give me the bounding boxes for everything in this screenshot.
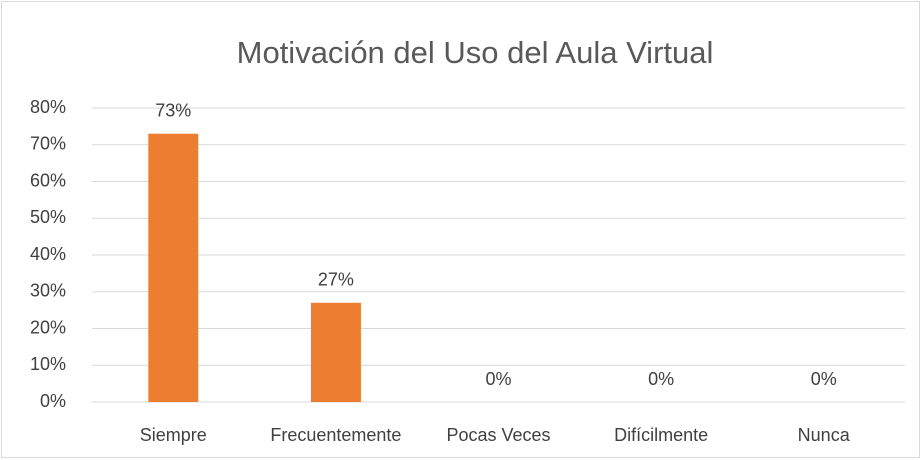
x-tick-label: Nunca bbox=[798, 425, 851, 445]
value-label: 27% bbox=[318, 270, 354, 290]
y-tick-label: 20% bbox=[30, 317, 66, 337]
bar bbox=[310, 302, 361, 402]
value-label: 0% bbox=[485, 369, 511, 389]
value-label: 73% bbox=[155, 100, 191, 120]
y-tick-label: 70% bbox=[30, 134, 66, 154]
x-tick-label: Siempre bbox=[140, 425, 207, 445]
bar bbox=[148, 133, 199, 402]
y-tick-label: 40% bbox=[30, 244, 66, 264]
y-tick-label: 50% bbox=[30, 207, 66, 227]
x-tick-label: Pocas Veces bbox=[446, 425, 550, 445]
y-tick-label: 60% bbox=[30, 170, 66, 190]
y-tick-label: 0% bbox=[40, 391, 66, 411]
y-tick-label: 30% bbox=[30, 281, 66, 301]
value-label: 0% bbox=[648, 369, 674, 389]
y-tick-label: 10% bbox=[30, 354, 66, 374]
y-tick-label: 80% bbox=[30, 97, 66, 117]
x-tick-label: Frecuentemente bbox=[270, 425, 401, 445]
chart-title: Motivación del Uso del Aula Virtual bbox=[237, 35, 714, 70]
value-label: 0% bbox=[811, 369, 837, 389]
x-tick-label: Difícilmente bbox=[614, 425, 708, 445]
